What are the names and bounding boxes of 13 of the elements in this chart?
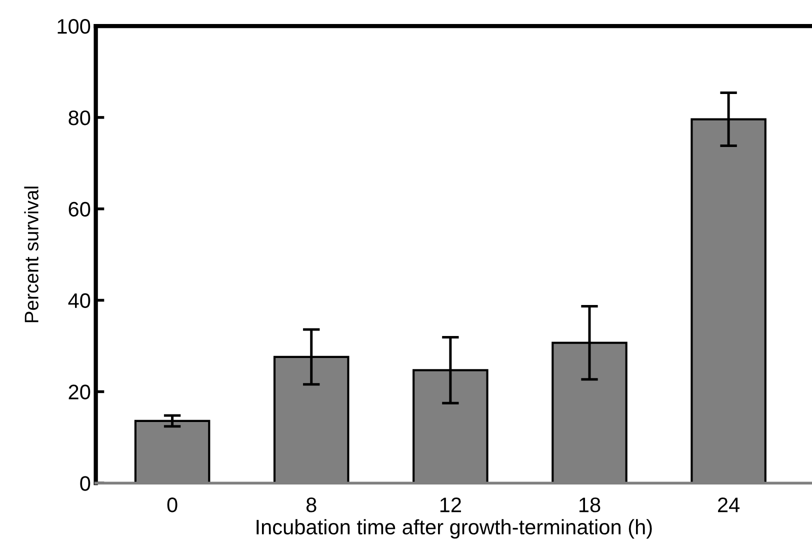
y-tick-label: 100 (58, 19, 90, 34)
x-tick-label: 24 (718, 498, 740, 512)
y-tick-label: 20 (68, 384, 90, 400)
y-tick-label: 40 (68, 293, 90, 308)
y-tick-label: 80 (68, 110, 90, 126)
x-tick-label: 12 (440, 498, 461, 512)
x-axis-title: Incubation time after growth-termination (h) (256, 519, 652, 539)
x-tick-label: 8 (306, 498, 316, 512)
x-tick-label: 0 (167, 498, 178, 512)
y-tick-label: 60 (68, 202, 90, 217)
y-axis-title: Percent survival (24, 186, 38, 322)
x-tick-label: 18 (580, 498, 600, 512)
y-tick-label: 0 (80, 476, 90, 491)
